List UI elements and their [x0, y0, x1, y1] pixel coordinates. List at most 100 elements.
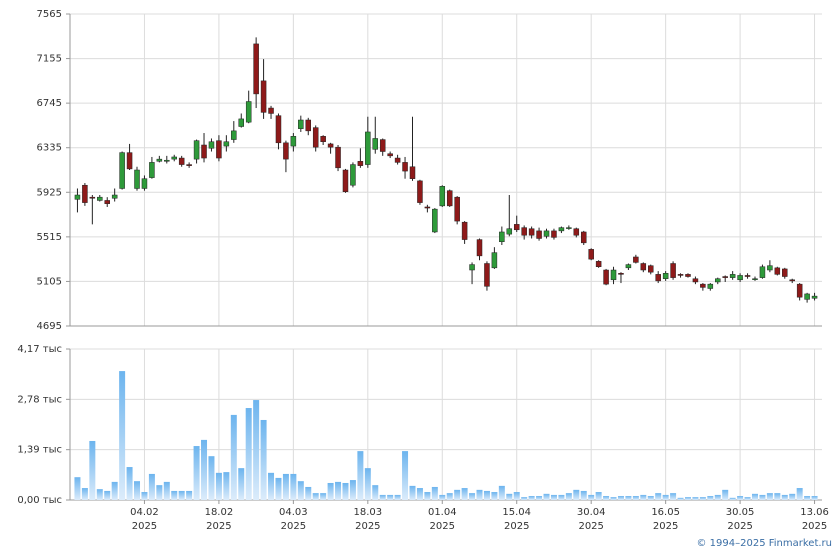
candle-body: [171, 156, 177, 160]
candle-body: [290, 136, 297, 147]
candle-body: [89, 196, 96, 199]
volume-bar: [245, 408, 252, 500]
volume-bar: [178, 490, 185, 500]
x-tick-label: 2025: [206, 521, 231, 532]
candle-body: [424, 206, 431, 209]
volume-bar: [781, 494, 788, 500]
volume-bar: [670, 493, 677, 500]
volume-bar: [74, 477, 81, 500]
candle-body: [633, 256, 639, 263]
candle-body: [275, 115, 282, 144]
volume-bar: [364, 468, 371, 500]
candle-body: [469, 264, 475, 271]
candle-body: [119, 152, 125, 189]
candle-body: [156, 158, 163, 162]
candle-body: [603, 269, 609, 285]
volume-bar: [640, 494, 647, 500]
volume-bar: [617, 496, 624, 500]
candle-body: [432, 208, 438, 233]
volume-bar: [297, 481, 304, 500]
candle-body: [305, 119, 312, 132]
volume-bar: [632, 496, 639, 500]
volume-bar: [699, 497, 706, 500]
volume-bar: [96, 489, 103, 500]
y-tick-label: 5515: [37, 232, 62, 243]
volume-bar: [521, 497, 528, 500]
candle-body: [543, 230, 550, 237]
volume-bar: [506, 493, 513, 500]
volume-bar: [811, 496, 818, 500]
credit: © 1994–2025 Finmarket.ru: [696, 538, 832, 549]
candle-body: [164, 159, 170, 162]
volume-bar: [104, 490, 111, 500]
volume-bar: [305, 486, 312, 500]
candle-body: [320, 136, 326, 142]
x-tick-label: 04.03: [279, 507, 308, 518]
y-tick-label: 1,39 тыс: [17, 445, 62, 456]
candle-body: [670, 263, 676, 278]
volume-bar: [603, 496, 610, 500]
candle-body: [97, 196, 103, 201]
volume-bar: [737, 496, 744, 500]
volume-bar: [804, 496, 811, 500]
volume-bar: [193, 446, 200, 500]
candle-body: [618, 273, 624, 275]
candle-body: [521, 227, 527, 236]
y-tick-label: 4695: [37, 321, 62, 332]
candle-body: [253, 43, 259, 95]
candle-body: [648, 265, 654, 273]
candle-body: [126, 152, 133, 170]
volume-bar: [81, 488, 88, 500]
candle-body: [774, 267, 781, 275]
x-tick-label: 04.02: [130, 507, 159, 518]
volume-bar: [253, 400, 260, 500]
candle-body: [677, 274, 684, 276]
y-tick-label: 5105: [37, 276, 62, 287]
x-tick-label: 2025: [430, 521, 455, 532]
x-tick-label: 2025: [653, 521, 678, 532]
candle-body: [566, 227, 572, 229]
volume-bar: [290, 473, 297, 500]
volume-bar: [439, 494, 446, 500]
volume-bar: [714, 494, 721, 500]
candle-body: [536, 230, 542, 239]
candle-body: [298, 119, 304, 129]
x-tick-label: 18.03: [354, 507, 383, 518]
candle-body: [715, 278, 721, 283]
candle-body: [685, 274, 691, 277]
volume-bar: [201, 439, 208, 500]
candle-body: [789, 279, 795, 282]
volume-bar: [655, 493, 662, 500]
candle-body: [186, 164, 192, 166]
candle-body: [231, 130, 237, 140]
volume-bar: [461, 488, 468, 500]
candle-body: [700, 283, 706, 288]
candle-body: [379, 139, 386, 152]
volume-bar: [543, 493, 550, 500]
volume-bar: [789, 493, 796, 500]
volume-bar: [372, 485, 379, 500]
candle-body: [223, 141, 230, 147]
volume-bar: [774, 493, 781, 500]
volume-bar: [498, 485, 505, 500]
volume-bar: [454, 489, 461, 500]
volume-bar: [327, 482, 334, 500]
volume-bar: [148, 473, 155, 500]
candle-body: [610, 269, 617, 281]
volume-bar: [394, 494, 401, 500]
volume-bar: [744, 497, 751, 500]
volume-bar: [134, 481, 141, 500]
volume-bar: [357, 451, 364, 500]
candle-body: [796, 283, 803, 298]
candle-body: [662, 273, 669, 279]
candle-body: [528, 228, 535, 236]
volume-bar: [550, 494, 557, 500]
y-tick-label: 6745: [37, 98, 62, 109]
volume-bar: [751, 493, 758, 500]
volume-bar: [260, 419, 267, 500]
volume-bar: [320, 493, 327, 500]
volume-bar: [491, 492, 498, 500]
candle-body: [588, 249, 594, 260]
volume-bar: [766, 493, 773, 500]
